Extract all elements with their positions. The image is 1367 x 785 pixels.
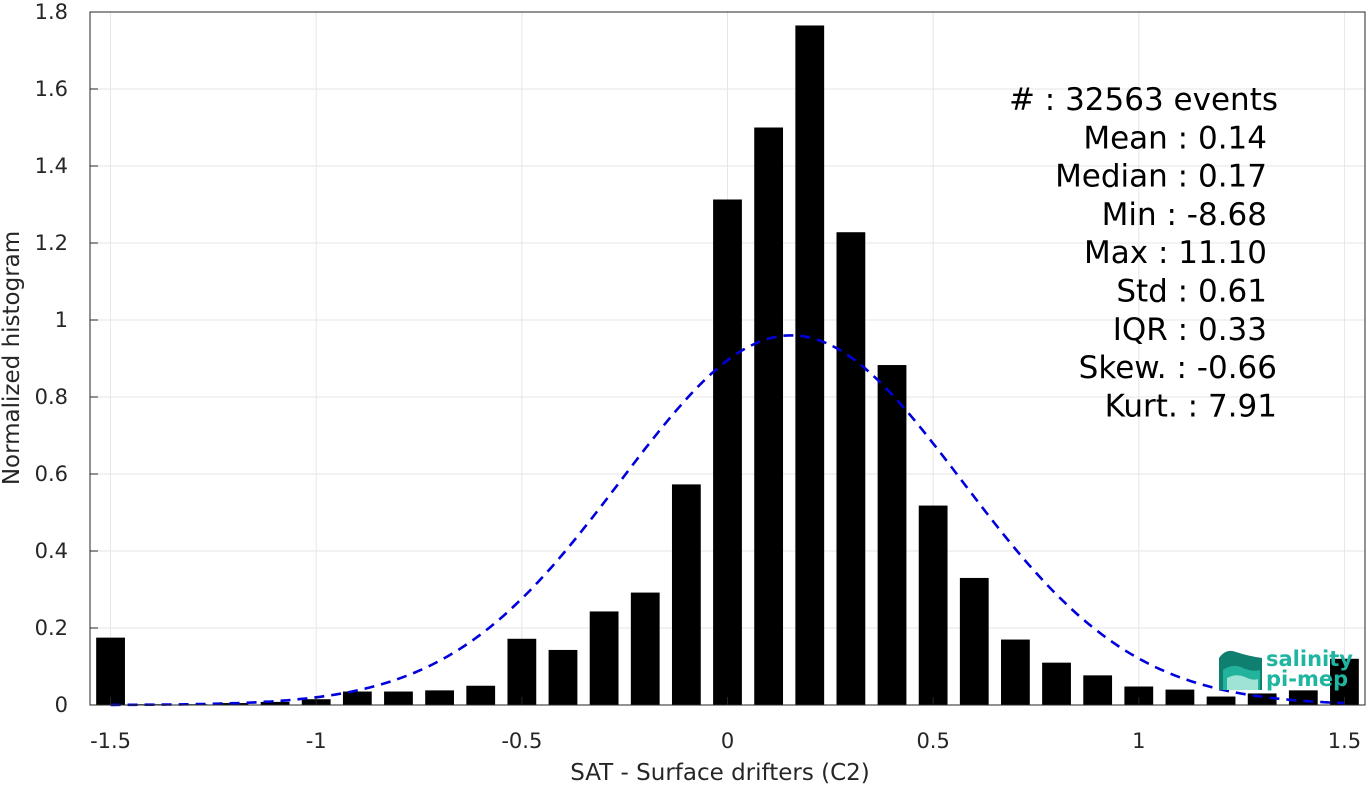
histogram-bar xyxy=(507,638,537,705)
logo-text-salinity: salinity xyxy=(1266,647,1353,671)
histogram-bar xyxy=(425,690,454,705)
histogram-bar xyxy=(671,484,701,705)
histogram-bar xyxy=(1165,689,1195,705)
y-axis-ticks: 0 0.2 0.4 0.6 0.8 1 1.2 1.4 1.6 1.8 xyxy=(35,0,98,717)
histogram-bar xyxy=(1001,639,1030,705)
histogram-bar xyxy=(877,365,907,705)
x-tick-label: -0.5 xyxy=(501,729,542,753)
histogram-bar xyxy=(342,691,372,705)
x-tick-label: 0.5 xyxy=(916,729,949,753)
y-tick-label: 1 xyxy=(55,308,68,332)
stat-line: IQR : 0.33 xyxy=(1113,312,1267,348)
histogram-bar xyxy=(918,505,948,705)
stat-line: Skew. : -0.66 xyxy=(1079,350,1277,386)
histogram-bar xyxy=(466,685,496,705)
salinity-pi-mep-logo: salinity pi-mep xyxy=(1219,647,1353,691)
stat-line: Median : 0.17 xyxy=(1055,159,1267,195)
histogram-bar xyxy=(630,592,660,705)
histogram-bar xyxy=(548,649,578,705)
y-tick-label: 1.8 xyxy=(35,0,68,24)
y-tick-label: 1.6 xyxy=(35,77,68,101)
stat-line: Kurt. : 7.91 xyxy=(1105,388,1277,424)
histogram-bar xyxy=(589,611,619,705)
stat-line: Mean : 0.14 xyxy=(1083,120,1267,156)
stat-line: Min : -8.68 xyxy=(1102,197,1267,233)
y-axis-label: Normalized histogram xyxy=(0,231,25,485)
y-tick-label: 0 xyxy=(55,693,68,717)
y-tick-label: 0.4 xyxy=(35,539,68,563)
histogram-bar xyxy=(260,701,290,705)
x-tick-label: 1.5 xyxy=(1328,729,1361,753)
y-tick-label: 0.2 xyxy=(35,616,68,640)
x-tick-label: -1 xyxy=(306,729,327,753)
x-axis-label: SAT - Surface drifters (C2) xyxy=(570,760,870,785)
y-tick-label: 1.2 xyxy=(35,231,68,255)
x-tick-label: 0 xyxy=(721,729,734,753)
stat-line: Std : 0.61 xyxy=(1116,274,1267,310)
stat-line: Max : 11.10 xyxy=(1084,235,1267,271)
x-tick-label: 1 xyxy=(1132,729,1145,753)
x-axis-ticks: -1.5 -1 -0.5 0 0.5 1 1.5 xyxy=(90,697,1361,753)
x-tick-label: -1.5 xyxy=(90,729,131,753)
histogram-bar xyxy=(836,232,866,705)
histogram-bar xyxy=(1124,686,1154,705)
histogram-bars xyxy=(96,25,1359,706)
y-tick-label: 0.6 xyxy=(35,462,68,486)
y-tick-label: 1.4 xyxy=(35,154,68,178)
histogram-bar xyxy=(795,25,825,706)
histogram-bar xyxy=(384,691,413,705)
stat-line: # : 32563 events xyxy=(1009,82,1278,118)
histogram-bar xyxy=(754,127,784,705)
logo-text-pi-mep: pi-mep xyxy=(1266,667,1348,691)
histogram-bar xyxy=(96,637,125,705)
wave-logo-icon xyxy=(1219,650,1262,690)
histogram-bar xyxy=(1247,693,1277,705)
y-tick-label: 0.8 xyxy=(35,385,68,409)
histogram-bar xyxy=(713,199,742,705)
histogram-bar xyxy=(959,577,989,705)
histogram-bar xyxy=(1083,675,1113,705)
histogram-bar xyxy=(1206,696,1236,705)
histogram-bar xyxy=(1042,662,1071,705)
histogram-bar xyxy=(1288,690,1318,705)
